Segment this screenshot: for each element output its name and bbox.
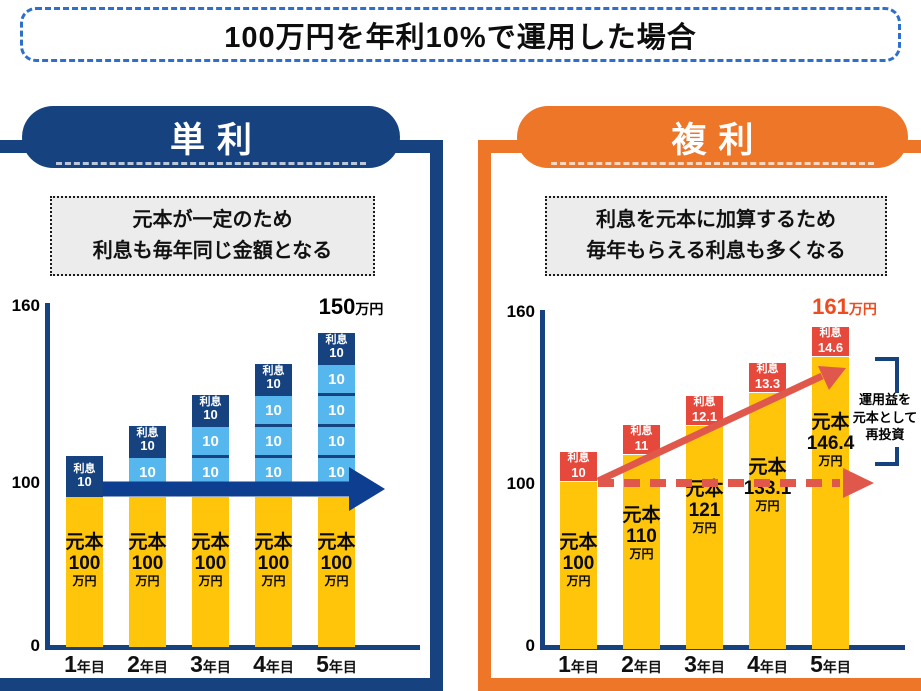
reinvest-label-line2: 元本として bbox=[852, 409, 918, 425]
x-tick-label: 1年目 bbox=[558, 651, 599, 677]
interest-segment: 利息 10 bbox=[192, 395, 229, 424]
compound-peak-annotation: 161万円 bbox=[797, 294, 892, 320]
x-tick-label: 1年目 bbox=[64, 651, 105, 677]
principal-label: 元本 133.1 万円 bbox=[743, 457, 792, 513]
x-tick-label: 4年目 bbox=[747, 651, 788, 677]
simple-interest-header-label: 単利 bbox=[169, 120, 264, 160]
x-tick-label: 3年目 bbox=[684, 651, 725, 677]
compound-interest-header-label: 複利 bbox=[671, 120, 766, 160]
x-tick-label: 3年目 bbox=[190, 651, 231, 677]
interest-segment: 利息 10 bbox=[66, 456, 103, 497]
carried-interest-segment: 10 bbox=[318, 396, 355, 424]
principal-label: 元本 100 万円 bbox=[191, 532, 230, 588]
y-tick-label: 100 bbox=[11, 473, 40, 492]
principal-bar bbox=[255, 497, 292, 647]
compound-interest-header-pill: 複利 bbox=[517, 106, 908, 168]
principal-label: 元本 110 万円 bbox=[622, 505, 661, 561]
y-tick-label: 160 bbox=[11, 296, 40, 315]
reinvest-bracket-label: 運用益を 元本として 再投資 bbox=[849, 391, 921, 444]
interest-stack: 利息 10 bbox=[66, 456, 103, 497]
interest-box: 利息 11 bbox=[623, 425, 660, 454]
principal-bar bbox=[812, 357, 849, 649]
simple-description-line1: 元本が一定のため bbox=[132, 209, 293, 231]
principal-label: 元本 121 万円 bbox=[685, 479, 724, 535]
compound-peak-value: 161 bbox=[812, 294, 849, 319]
interest-stack: 利息 10 10 10 bbox=[192, 395, 229, 486]
interest-segment: 利息 10 bbox=[255, 364, 292, 393]
interest-box: 利息 12.1 bbox=[686, 396, 723, 425]
carried-interest-segment: 10 bbox=[129, 458, 166, 486]
y-tick-label: 0 bbox=[525, 636, 535, 655]
interest-segment: 利息 10 bbox=[318, 333, 355, 362]
x-tick-label: 2年目 bbox=[621, 651, 662, 677]
carried-interest-segment: 10 bbox=[255, 396, 292, 424]
interest-stack: 利息 10 10 bbox=[129, 426, 166, 486]
x-tick-label: 2年目 bbox=[127, 651, 168, 677]
compound-description-line2: 毎年もらえる利息も多くなる bbox=[586, 240, 846, 262]
principal-bar bbox=[129, 497, 166, 647]
simple-peak-value: 150 bbox=[318, 294, 356, 319]
principal-label: 元本 100 万円 bbox=[128, 532, 167, 588]
compound-description-line1: 利息を元本に加算するため bbox=[596, 209, 836, 231]
interest-stack: 利息 10 10 10 10 10 bbox=[318, 333, 355, 486]
principal-bar bbox=[560, 482, 597, 649]
carried-interest-segment: 10 bbox=[318, 458, 355, 486]
interest-stack: 利息 10 10 10 10 bbox=[255, 364, 292, 486]
reinvest-label-line1: 運用益を bbox=[858, 392, 911, 407]
carried-interest-segment: 10 bbox=[318, 427, 355, 455]
simple-peak-annotation: 150万円 bbox=[306, 294, 396, 320]
x-axis bbox=[45, 645, 420, 650]
simple-interest-description-box: 元本が一定のため 利息も毎年同じ金額となる bbox=[50, 196, 375, 276]
title-box: 100万円を年利10%で運用した場合 bbox=[20, 7, 901, 62]
y-axis bbox=[540, 310, 545, 650]
carried-interest-segment: 10 bbox=[192, 458, 229, 486]
principal-bar bbox=[749, 393, 786, 649]
interest-box: 利息 14.6 bbox=[812, 327, 849, 356]
x-tick-label: 5年目 bbox=[316, 651, 357, 677]
compound-interest-description-box: 利息を元本に加算するため 毎年もらえる利息も多くなる bbox=[545, 196, 887, 276]
principal-bar bbox=[623, 455, 660, 649]
compound-peak-unit: 万円 bbox=[848, 301, 877, 317]
page-title: 100万円を年利10%で運用した場合 bbox=[224, 21, 697, 54]
x-tick-label: 4年目 bbox=[253, 651, 294, 677]
simple-interest-header-pill: 単利 bbox=[22, 106, 400, 168]
principal-bar bbox=[686, 426, 723, 649]
x-tick-label: 5年目 bbox=[810, 651, 851, 677]
reinvest-label-line3: 再投資 bbox=[865, 427, 905, 443]
principal-label: 元本 100 万円 bbox=[317, 532, 356, 588]
y-tick-label: 0 bbox=[30, 636, 40, 655]
carried-interest-segment: 10 bbox=[318, 365, 355, 393]
y-tick-label: 160 bbox=[506, 302, 535, 321]
interest-box: 利息 10 bbox=[560, 452, 597, 481]
interest-segment: 利息 10 bbox=[129, 426, 166, 455]
carried-interest-segment: 10 bbox=[192, 427, 229, 455]
y-axis bbox=[45, 303, 50, 650]
simple-description-line2: 利息も毎年同じ金額となる bbox=[92, 240, 333, 262]
principal-bar bbox=[192, 497, 229, 647]
principal-label: 元本 100 万円 bbox=[559, 532, 598, 588]
principal-bar bbox=[318, 497, 355, 647]
y-tick-label: 100 bbox=[506, 474, 535, 493]
carried-interest-segment: 10 bbox=[255, 458, 292, 486]
carried-interest-segment: 10 bbox=[255, 427, 292, 455]
interest-box: 利息 13.3 bbox=[749, 363, 786, 392]
simple-peak-unit: 万円 bbox=[355, 301, 384, 317]
principal-label: 元本 100 万円 bbox=[254, 532, 293, 588]
principal-bar bbox=[66, 497, 103, 647]
principal-label: 元本 100 万円 bbox=[65, 532, 104, 588]
